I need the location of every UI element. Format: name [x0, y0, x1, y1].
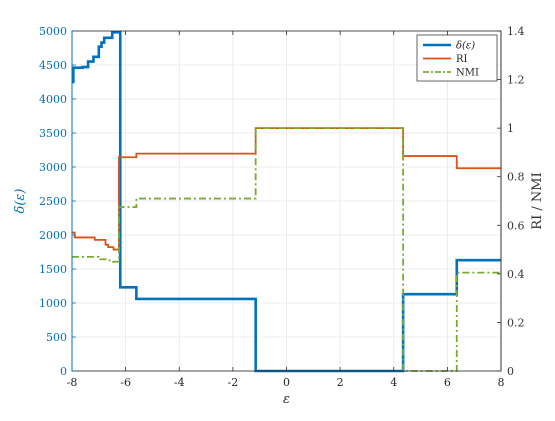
x-tick-label: 0 — [283, 376, 290, 389]
y-left-tick-label: 1500 — [39, 263, 67, 276]
y-left-tick-label: 500 — [46, 331, 67, 344]
y-left-tick-label: 3500 — [39, 127, 67, 140]
y-left-tick-label: 1000 — [39, 297, 67, 310]
x-tick-label: 4 — [390, 376, 397, 389]
y-left-tick-label: 4000 — [39, 93, 67, 106]
axes: -8 -6 -4 -2 0 2 4 6 8050010001500200025003000350… — [39, 25, 525, 389]
y-left-tick-label: 4500 — [39, 59, 67, 72]
y-right-tick-label: 0.6 — [507, 219, 525, 232]
legend-label-nmi: NMI — [456, 68, 479, 79]
x-tick-label: 8 — [498, 376, 505, 389]
y-left-tick-label: 0 — [60, 365, 67, 378]
y-left-tick-label: 2500 — [39, 195, 67, 208]
x-tick-label: -4 — [174, 376, 185, 389]
y-right-tick-label: 1.4 — [507, 25, 525, 38]
y-right-tick-label: 0.8 — [507, 171, 525, 184]
y-axis-right-label: RI / NMI — [530, 172, 545, 229]
y-right-tick-label: 1.2 — [507, 74, 525, 87]
x-axis-label: ε — [283, 392, 290, 407]
y-right-tick-label: 1 — [507, 122, 514, 135]
x-tick-label: -6 — [120, 376, 131, 389]
y-right-tick-label: 0.2 — [507, 316, 525, 329]
y-right-tick-label: 0.4 — [507, 268, 525, 281]
y-left-tick-label: 2000 — [39, 229, 67, 242]
series-line-ri — [72, 127, 501, 251]
x-tick-label: -8 — [67, 376, 78, 389]
legend-label-delta: δ(ε) — [456, 41, 475, 52]
x-tick-label: 6 — [444, 376, 451, 389]
x-tick-label: 2 — [337, 376, 344, 389]
y-left-tick-label: 5000 — [39, 25, 67, 38]
y-right-tick-label: 0 — [507, 365, 514, 378]
x-tick-label: -2 — [228, 376, 239, 389]
legend: δ(ε) RI NMI — [416, 34, 498, 82]
y-axis-left-label: δ(ε) — [13, 189, 28, 214]
legend-label-ri: RI — [456, 54, 468, 65]
y-left-tick-label: 3000 — [39, 161, 67, 174]
